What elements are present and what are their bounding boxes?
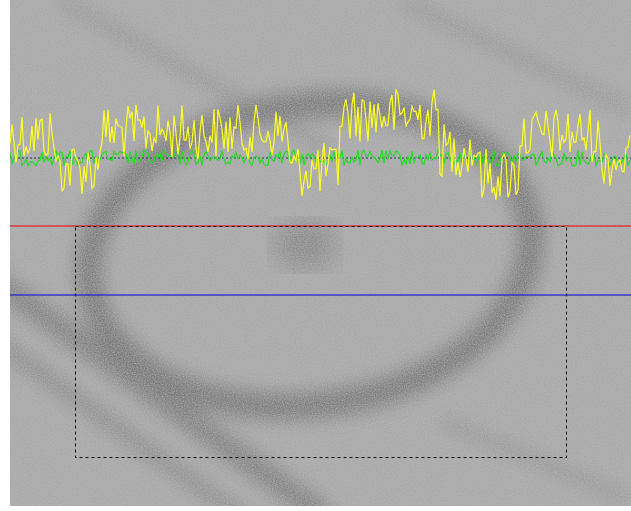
image-viewer bbox=[0, 0, 631, 511]
image-grain bbox=[10, 0, 631, 506]
page: (() => { let s = 12345; const rnd = () =… bbox=[0, 0, 631, 511]
aerial-image bbox=[0, 0, 631, 511]
